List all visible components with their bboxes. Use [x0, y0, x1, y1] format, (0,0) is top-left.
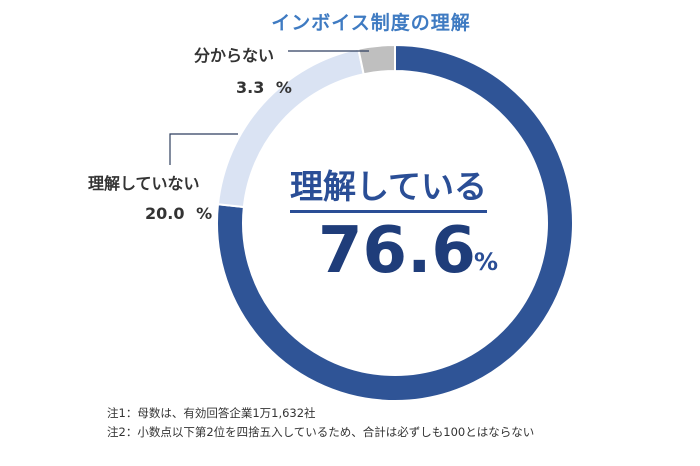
unit-understand: %	[474, 248, 499, 276]
leader-line-not-understand	[169, 133, 238, 165]
slice-understand	[216, 43, 574, 402]
label-unknown: 分からない	[194, 46, 275, 65]
slice-unknown	[357, 43, 396, 76]
note-2: 注2：小数点以下第2位を四捨五入しているため、合計は必ずしも100とはならない	[107, 425, 535, 439]
label-not-understand: 理解していない	[88, 174, 200, 193]
value-not-understand: 20.0 %	[145, 204, 213, 223]
chart-title: インボイス制度の理解	[271, 12, 471, 34]
note-1: 注1：母数は、有効回答企業1万1,632社	[107, 406, 316, 420]
value-unknown: 3.3 %	[236, 78, 292, 97]
label-understand: 理解している	[290, 160, 488, 213]
value-understand: 76.6	[318, 214, 476, 288]
